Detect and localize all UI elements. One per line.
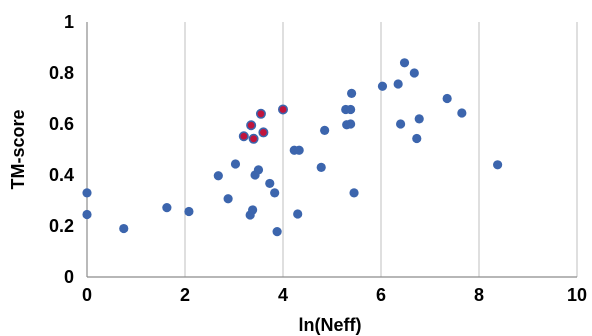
data-point [119,223,129,234]
x-tick-label: 0 [82,285,92,305]
data-point-highlighted [238,131,249,142]
data-point [253,165,264,175]
data-point [248,205,258,215]
y-tick-label: 0.4 [49,165,74,185]
y-tick-label: 0.6 [49,114,74,134]
data-point [213,171,223,181]
x-tick-labels: 0 2 4 6 8 10 [82,285,587,305]
data-point [457,108,467,118]
y-tick-label: 0.8 [49,63,74,83]
data-point [393,79,403,89]
y-tick-label: 1 [64,12,74,32]
data-point-highlighted [258,127,269,138]
y-tick-labels: 0 0.2 0.4 0.6 0.8 1 [49,12,74,287]
data-point-highlighted [277,104,288,115]
data-point [399,58,410,68]
x-tick-label: 6 [376,285,386,305]
x-tick-label: 4 [278,285,288,305]
data-point [265,178,275,189]
data-point [272,227,282,237]
x-tick-label: 8 [474,285,484,305]
y-axis-label: TM-score [8,109,28,189]
data-point [346,104,356,115]
data-point-highlighted [255,108,266,119]
y-tick-label: 0.2 [49,216,74,236]
data-point [409,68,419,78]
x-tick-label: 10 [567,285,587,305]
data-point [442,93,452,104]
data-point [316,162,326,172]
data-point [294,145,304,155]
data-point [414,114,424,124]
data-point [82,209,92,220]
data-point-highlighted [248,133,259,144]
data-point [223,194,233,204]
gridlines [86,22,578,277]
data-point-highlighted [246,120,257,131]
data-points [82,58,503,237]
x-axis-label: ln(Neff) [299,315,362,335]
data-point [493,160,503,170]
data-point [349,188,359,198]
data-point [293,209,303,219]
data-point [377,81,388,91]
data-point [396,119,406,129]
data-point [347,88,357,98]
data-point [162,203,172,213]
data-point [184,206,194,217]
data-point [346,119,356,129]
x-tick-label: 2 [180,285,190,305]
data-point [270,188,280,198]
data-point [82,188,92,198]
y-tick-label: 0 [64,267,74,287]
data-point [412,133,422,144]
data-point [230,159,241,169]
data-point [320,125,330,135]
axes [86,22,577,278]
